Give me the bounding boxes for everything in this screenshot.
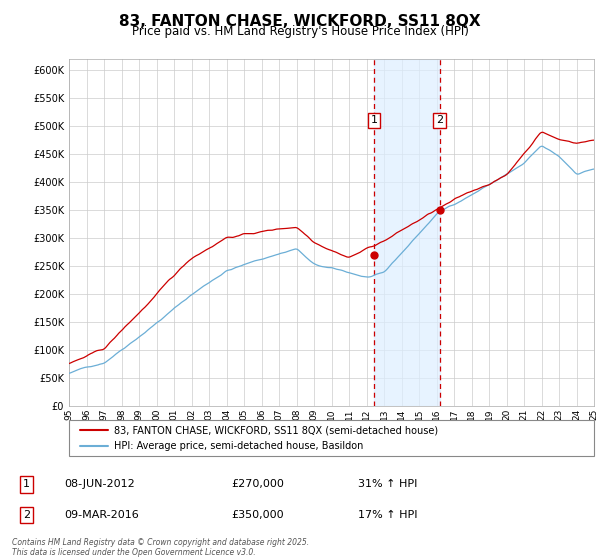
Text: Price paid vs. HM Land Registry's House Price Index (HPI): Price paid vs. HM Land Registry's House …: [131, 25, 469, 38]
Text: £270,000: £270,000: [231, 479, 284, 489]
Text: 2: 2: [23, 510, 30, 520]
Text: Contains HM Land Registry data © Crown copyright and database right 2025.
This d: Contains HM Land Registry data © Crown c…: [12, 538, 309, 557]
Text: 83, FANTON CHASE, WICKFORD, SS11 8QX (semi-detached house): 83, FANTON CHASE, WICKFORD, SS11 8QX (se…: [113, 425, 438, 435]
Text: £350,000: £350,000: [231, 510, 284, 520]
Text: 31% ↑ HPI: 31% ↑ HPI: [358, 479, 417, 489]
Bar: [374, 59, 440, 406]
Text: 1: 1: [371, 115, 378, 125]
Text: 83, FANTON CHASE, WICKFORD, SS11 8QX: 83, FANTON CHASE, WICKFORD, SS11 8QX: [119, 14, 481, 29]
Text: 09-MAR-2016: 09-MAR-2016: [64, 510, 139, 520]
Text: 1: 1: [23, 479, 30, 489]
Text: 17% ↑ HPI: 17% ↑ HPI: [358, 510, 417, 520]
Text: 2: 2: [436, 115, 443, 125]
Text: 08-JUN-2012: 08-JUN-2012: [64, 479, 134, 489]
Text: HPI: Average price, semi-detached house, Basildon: HPI: Average price, semi-detached house,…: [113, 441, 363, 451]
